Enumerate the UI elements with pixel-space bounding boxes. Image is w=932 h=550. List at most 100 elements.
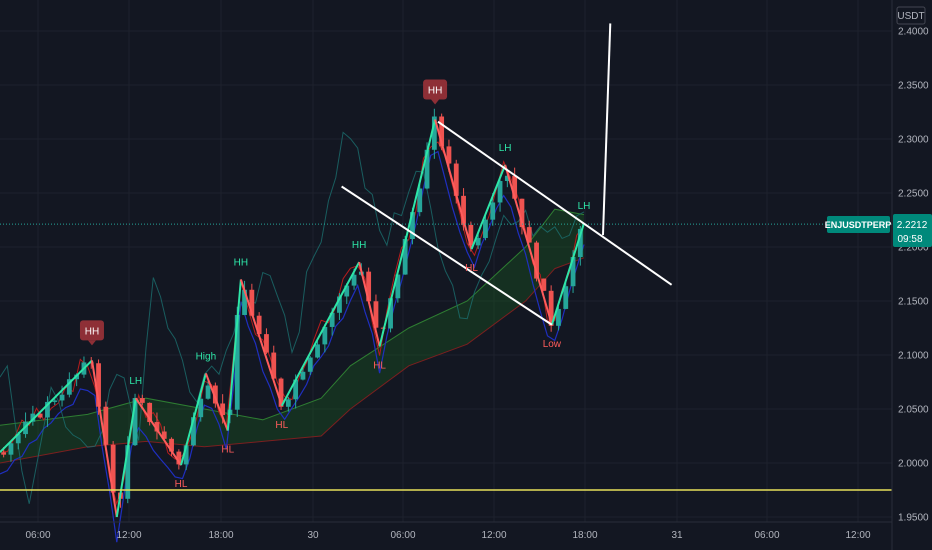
price-axis[interactable]: USDT 2.4000 2.3500 2.3000 2.2500 2.2000 2.150… <box>891 0 932 550</box>
candle-body <box>395 274 401 299</box>
time-tick-label: 12:00 <box>481 530 506 541</box>
price-tick-label: 2.0000 <box>898 459 929 470</box>
candle-body <box>315 344 320 358</box>
last-price-value: 2.2212 <box>897 220 928 231</box>
zigzag-segment <box>226 279 242 431</box>
candle-body <box>512 175 518 199</box>
zigzag-segment <box>470 164 507 250</box>
candle-body <box>388 298 393 329</box>
zigzag-segment <box>204 373 229 431</box>
candle-body <box>373 301 379 328</box>
candle-body <box>475 237 481 246</box>
hh-badge-pointer <box>87 340 96 346</box>
swing-label: Low <box>543 339 562 350</box>
time-tick-label: 18:00 <box>208 530 233 541</box>
candle-body <box>300 371 306 380</box>
candle-body <box>329 312 335 327</box>
time-axis[interactable]: 06:00 12:00 18:00 30 06:00 12:00 18:00 31 06:00 1… <box>0 521 892 541</box>
zigzag-segment <box>504 164 553 326</box>
zigzag-segment <box>0 359 93 453</box>
zigzag-segment <box>239 279 283 407</box>
zigzag-segment <box>378 119 437 347</box>
candle-body <box>234 314 240 410</box>
candle-body <box>249 289 255 316</box>
candle-body <box>497 181 503 203</box>
breakout-line <box>601 23 612 236</box>
candle-body <box>424 149 430 189</box>
candle-body <box>453 163 459 196</box>
swing-label: High <box>196 351 217 362</box>
candle-body <box>176 451 182 465</box>
candle-body <box>285 399 291 407</box>
zigzag-segment <box>280 261 361 407</box>
lagging-line <box>0 131 585 504</box>
hh-badge <box>79 320 104 341</box>
candle-body <box>37 413 43 418</box>
candle-body <box>8 443 14 455</box>
currency-label: USDT <box>897 11 924 22</box>
price-tick-label: 2.4000 <box>898 27 929 38</box>
price-tick-label: 2.2500 <box>898 189 929 200</box>
time-tick-label: 30 <box>307 530 319 541</box>
swing-label: HL <box>465 263 478 274</box>
candle-body <box>52 400 58 402</box>
candle-body <box>439 116 445 147</box>
candle-body <box>556 308 561 326</box>
candle-body <box>169 438 174 452</box>
swing-label: HH <box>234 257 248 268</box>
candle-body <box>256 315 262 335</box>
candle-body <box>534 242 539 279</box>
candle-body <box>548 290 554 326</box>
candle-body <box>132 398 138 446</box>
candle-body <box>183 445 189 465</box>
symbol-tag-label: ENJUSDTPERP <box>825 220 892 230</box>
zigzag-segment <box>550 222 585 326</box>
candle-body <box>431 116 437 150</box>
candle-body <box>271 352 277 379</box>
candle-body <box>577 228 583 258</box>
swing-label: HL <box>221 445 234 456</box>
zigzag-segment <box>134 397 182 466</box>
price-tick-label: 2.3000 <box>898 135 929 146</box>
candle-body <box>125 445 131 499</box>
price-tick-label: 1.9500 <box>898 513 929 524</box>
candle-body <box>307 357 313 372</box>
candle-body <box>242 289 247 315</box>
zigzag-segment <box>180 373 207 466</box>
candle-body <box>66 379 72 395</box>
candle-body <box>402 238 408 275</box>
symbol-tag <box>827 216 890 233</box>
time-tick-label: 06:00 <box>25 530 50 541</box>
hh-badge-pointer <box>431 99 440 105</box>
time-tick-label: 06:00 <box>754 530 779 541</box>
candle-body <box>461 195 466 225</box>
drawings[interactable] <box>0 23 892 491</box>
price-tick-label: 2.2000 <box>898 243 929 254</box>
candle-body <box>366 271 372 302</box>
candle-body <box>154 422 160 432</box>
candle-body <box>293 379 299 400</box>
cloud-area <box>0 209 584 463</box>
swing-labels: HH LH HL High HL HH HL HH HL HH HL LH Low LH <box>79 79 591 490</box>
zigzag-segment <box>358 261 381 347</box>
time-tick-label: 18:00 <box>572 530 597 541</box>
candle-body <box>490 202 496 220</box>
time-tick-label: 06:00 <box>390 530 415 541</box>
time-tick-label: 12:00 <box>845 530 870 541</box>
currency-button[interactable] <box>896 6 926 25</box>
channel-upper-line <box>437 120 673 286</box>
candle-body <box>45 401 50 418</box>
candle-body <box>264 334 269 353</box>
time-tick-label: 12:00 <box>116 530 141 541</box>
swing-label: HH <box>352 240 366 251</box>
candle-body <box>570 257 576 287</box>
candle-body <box>563 286 569 309</box>
candle-body <box>322 326 328 345</box>
candle-body <box>446 146 452 164</box>
swing-label: LH <box>578 201 591 212</box>
candle-body <box>526 227 532 243</box>
bar-countdown: 09:58 <box>897 234 922 245</box>
